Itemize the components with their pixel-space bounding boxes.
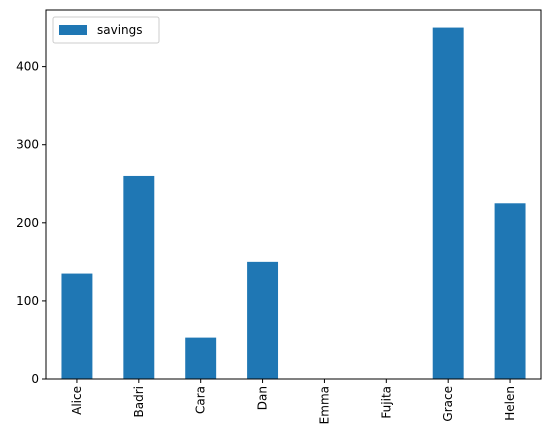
bar-dan <box>247 261 279 379</box>
x-axis: Alice Badri Cara Dan Emma Fujita Grace Helen <box>70 379 517 424</box>
x-tick-label-emma: Emma <box>317 386 331 424</box>
bar-grace <box>432 27 464 379</box>
legend-label-savings: savings <box>97 23 143 37</box>
y-tick-label: 0 <box>31 372 39 386</box>
legend-swatch-savings <box>59 25 87 35</box>
x-tick-label-alice: Alice <box>70 386 84 415</box>
legend-box <box>52 16 160 44</box>
bar-badri <box>123 175 155 379</box>
y-tick-label: 200 <box>16 216 39 230</box>
x-tick-label-badri: Badri <box>132 386 146 417</box>
x-tick-label-fujita: Fujita <box>379 386 393 419</box>
x-tick-label-helen: Helen <box>503 386 517 421</box>
y-tick-label: 300 <box>16 138 39 152</box>
x-tick-label-grace: Grace <box>441 386 455 422</box>
bar-cara <box>185 337 217 379</box>
bar-alice <box>61 273 93 379</box>
bars-group <box>61 27 526 379</box>
legend: savings <box>52 16 160 44</box>
y-axis: 0 100 200 300 400 <box>16 60 46 386</box>
y-tick-label: 100 <box>16 294 39 308</box>
x-tick-label-cara: Cara <box>194 386 208 414</box>
bar-helen <box>494 203 526 379</box>
plot-frame <box>45 9 542 380</box>
x-tick-label-dan: Dan <box>256 386 270 410</box>
y-tick-label: 400 <box>16 60 39 74</box>
axes-group <box>45 9 542 380</box>
